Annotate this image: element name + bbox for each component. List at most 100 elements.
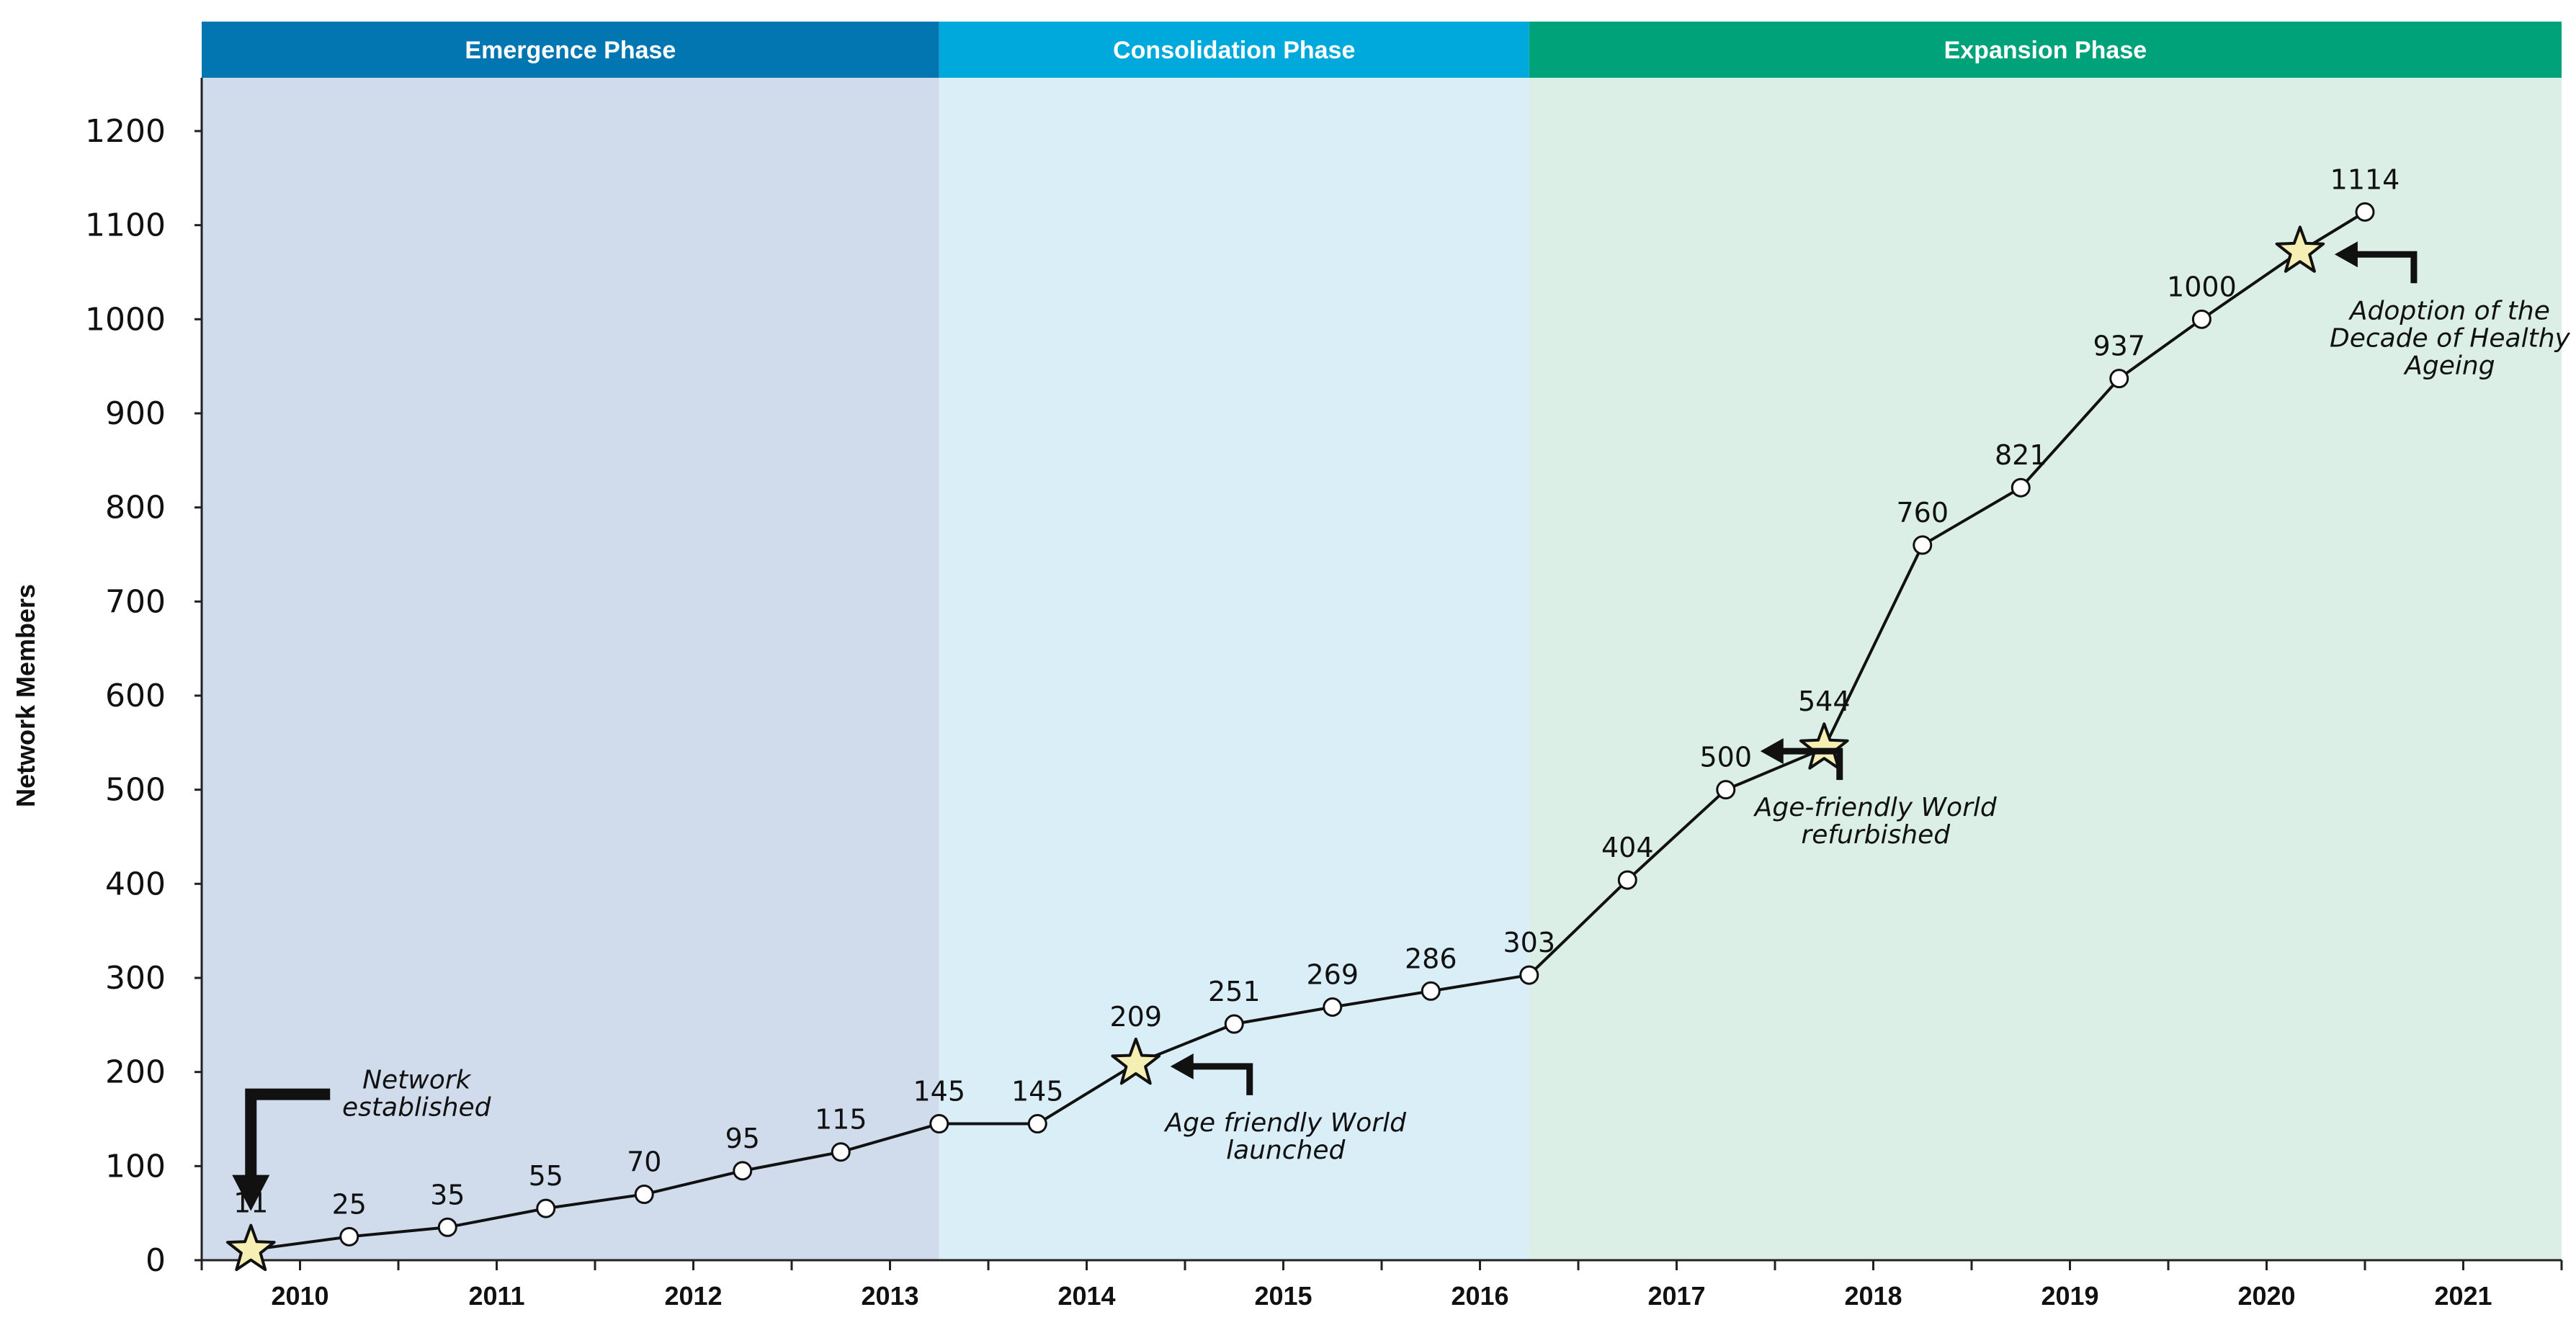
data-label: 1114 xyxy=(2330,163,2400,195)
star-marker xyxy=(1111,1037,1161,1085)
x-tick-label: 2018 xyxy=(1844,1281,1902,1311)
data-label: 286 xyxy=(1405,943,1457,974)
annotation-text: Age-friendly World xyxy=(1753,793,1998,822)
data-label: 544 xyxy=(1798,686,1851,717)
y-tick-label: 500 xyxy=(105,772,166,809)
point-marker xyxy=(2191,309,2211,329)
point-marker xyxy=(2355,202,2375,222)
point-marker xyxy=(2109,369,2129,389)
star-marker xyxy=(2275,225,2325,273)
data-label: 55 xyxy=(529,1160,563,1192)
annotation-text: refurbished xyxy=(1801,820,1951,850)
annotation-arrowhead xyxy=(1170,1053,1194,1079)
y-tick-label: 600 xyxy=(105,678,166,714)
annotation-arrow-shaft xyxy=(2353,251,2418,284)
annotation-arrow xyxy=(1760,738,1843,781)
x-tick-label: 2010 xyxy=(271,1281,328,1311)
data-label: 70 xyxy=(627,1146,661,1178)
point-marker xyxy=(1323,997,1343,1018)
y-tick-label: 300 xyxy=(105,960,166,997)
data-label: 937 xyxy=(2093,331,2145,362)
star-marker xyxy=(1799,722,1849,770)
point-marker xyxy=(733,1161,753,1181)
x-tick-label: 2013 xyxy=(861,1281,918,1311)
x-tick-label: 2011 xyxy=(468,1281,524,1311)
data-label: 35 xyxy=(430,1179,465,1211)
y-axis-label: Network Members xyxy=(11,584,40,807)
x-tick-label: 2012 xyxy=(664,1281,722,1311)
annotation-arrowhead xyxy=(1760,738,1784,765)
data-label: 1000 xyxy=(2167,271,2237,302)
data-label: 115 xyxy=(815,1104,867,1136)
y-tick-label: 0 xyxy=(146,1242,166,1279)
point-marker xyxy=(1913,535,1933,555)
annotation-text: launched xyxy=(1226,1136,1346,1165)
x-tick-label: 2019 xyxy=(2041,1281,2098,1311)
y-tick-label: 700 xyxy=(105,583,166,620)
y-tick-label: 200 xyxy=(105,1054,166,1091)
phase-regions: Emergence Phase Consolidation Phase Expans… xyxy=(202,22,2562,1260)
point-marker xyxy=(634,1185,654,1205)
annotation-arrow xyxy=(232,1088,331,1211)
point-marker xyxy=(536,1198,556,1218)
point-marker xyxy=(1519,965,1539,985)
annotation-arrow-shaft xyxy=(1779,747,1843,781)
point-marker xyxy=(1421,981,1441,1001)
annotation-arrowhead xyxy=(2334,241,2358,268)
annotation-text: Adoption of the xyxy=(2348,296,2550,325)
phase-background xyxy=(202,78,939,1260)
x-tick-label: 2020 xyxy=(2237,1281,2295,1311)
point-marker xyxy=(831,1142,851,1162)
data-label: 269 xyxy=(1306,959,1359,991)
point-marker xyxy=(2011,477,2031,498)
annotation-text: Age friendly World xyxy=(1164,1108,1408,1138)
phase-label: Expansion Phase xyxy=(1944,37,2147,64)
y-tick-label: 400 xyxy=(105,866,166,902)
x-tick-label: 2016 xyxy=(1451,1281,1508,1311)
annotation-arrow-shaft xyxy=(1189,1063,1253,1095)
phase-label: Consolidation Phase xyxy=(1113,37,1355,64)
data-points: 1125355570951151451452092512692863034045… xyxy=(225,163,2400,1272)
data-label: 145 xyxy=(1011,1076,1064,1108)
annotation-arrow xyxy=(2334,241,2418,284)
annotation-text: established xyxy=(342,1093,492,1123)
x-tick-label: 2021 xyxy=(2434,1281,2492,1311)
star-marker xyxy=(225,1223,276,1272)
data-label: 821 xyxy=(1995,439,2047,471)
y-tick-label: 1200 xyxy=(85,113,166,150)
y-tick-label: 1100 xyxy=(85,207,166,244)
annotation-arrow xyxy=(1170,1053,1253,1095)
phase-band xyxy=(939,22,1529,78)
y-tick-label: 100 xyxy=(105,1148,166,1185)
data-label: 25 xyxy=(332,1188,367,1220)
y-tick-label: 1000 xyxy=(85,301,166,338)
point-marker xyxy=(1617,870,1637,890)
phase-background xyxy=(939,78,1529,1260)
phase-label: Emergence Phase xyxy=(465,37,676,64)
x-tick-label: 2017 xyxy=(1647,1281,1705,1311)
phase-band xyxy=(1529,22,2562,78)
annotation-text: Ageing xyxy=(2403,351,2495,380)
point-marker xyxy=(339,1226,359,1247)
data-label: 251 xyxy=(1208,976,1261,1007)
data-label: 500 xyxy=(1699,742,1752,773)
data-label: 209 xyxy=(1109,1001,1162,1033)
y-tick-label: 800 xyxy=(105,490,166,526)
point-marker xyxy=(929,1114,949,1134)
data-label: 303 xyxy=(1503,927,1555,958)
point-marker xyxy=(1716,780,1736,800)
data-label: 145 xyxy=(913,1076,965,1108)
x-tick-label: 2014 xyxy=(1057,1281,1115,1311)
x-tick-label: 2015 xyxy=(1254,1281,1312,1311)
point-marker xyxy=(1224,1014,1244,1034)
phase-background xyxy=(1529,78,2562,1260)
annotation-text: Decade of Healthy xyxy=(2330,323,2571,353)
annotation-text: Network xyxy=(362,1066,472,1095)
point-marker xyxy=(437,1217,457,1237)
